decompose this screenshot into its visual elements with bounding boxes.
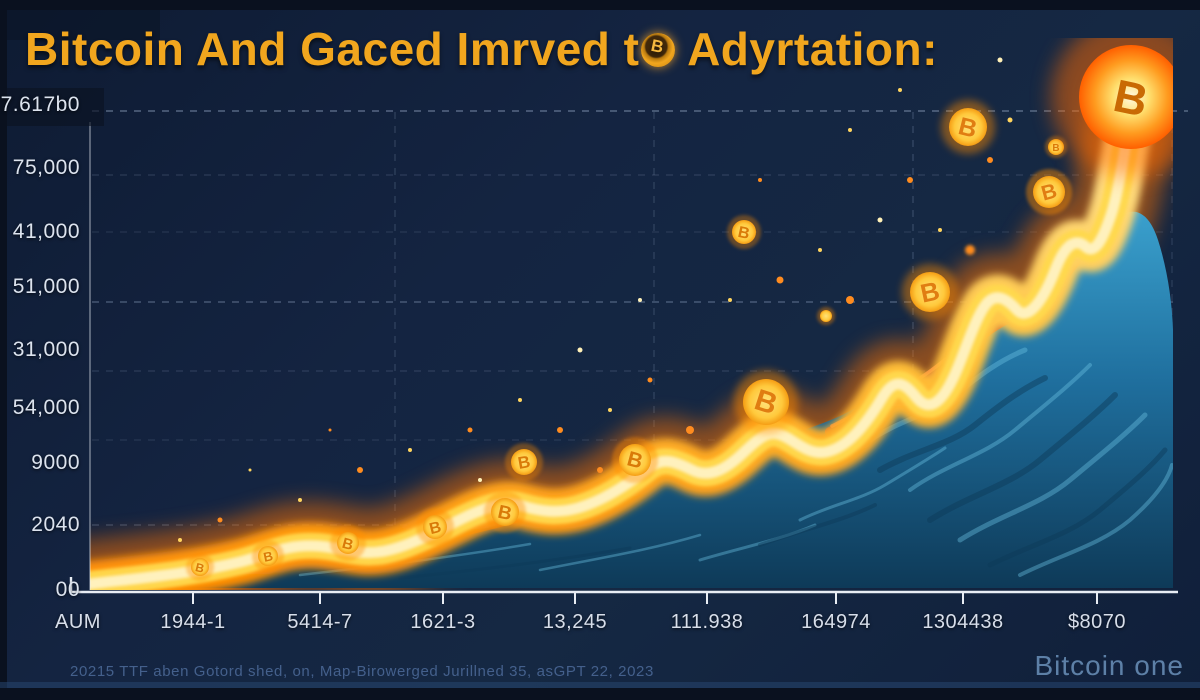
svg-text:B: B	[1039, 179, 1060, 205]
page-title: Bitcoin And Gaced Imrved t Adyrtation:	[25, 22, 937, 76]
y-tick-label: 7.617b0	[0, 93, 80, 116]
y-tick-label: 9000	[31, 451, 80, 474]
x-tick-label: 1304438	[922, 611, 1004, 633]
label-shade	[0, 88, 104, 126]
title-suffix: Adyrtation:	[675, 23, 938, 75]
y-tick-label: 00	[55, 578, 80, 601]
y-tick-label: 31,000	[12, 338, 80, 361]
x-tick-label: $8070	[1067, 611, 1127, 633]
svg-text:B: B	[736, 224, 751, 243]
svg-text:B: B	[496, 502, 514, 525]
x-tick-label: 5414-7	[287, 611, 353, 633]
y-tick-label: 2040	[31, 513, 80, 536]
svg-text:B: B	[428, 519, 443, 538]
corner-shade	[0, 10, 160, 40]
top-border	[0, 0, 1200, 10]
svg-text:B: B	[1052, 143, 1059, 154]
bottom-glow-line	[0, 682, 1200, 688]
bitcoin-coins: B B B B B B B B B B B B B	[186, 100, 1072, 581]
x-tick-label: 1944-1	[160, 611, 226, 633]
svg-text:B: B	[340, 535, 355, 554]
axis-lines	[69, 122, 1178, 604]
sparks	[178, 57, 1013, 542]
svg-text:B: B	[194, 560, 206, 576]
svg-text:B: B	[262, 548, 274, 565]
watermark: Bitcoin one	[1034, 650, 1184, 681]
left-border	[0, 0, 7, 700]
y-tick-label: 41,000	[12, 220, 80, 243]
title-prefix: Bitcoin And Gaced Imrved t	[25, 23, 640, 75]
x-tick-label: 164974	[801, 611, 871, 633]
y-tick-label: 51,000	[12, 275, 80, 298]
y-tick-label: 54,000	[12, 396, 80, 419]
bottom-border	[0, 688, 1200, 700]
y-tick-label: 75,000	[12, 156, 80, 179]
coin-o-icon	[640, 33, 675, 67]
bitcoin-sun-icon: B	[1051, 38, 1173, 177]
x-tick-label: 13,245	[542, 611, 608, 633]
svg-text:B: B	[516, 452, 531, 473]
x-tick-label: AUM	[55, 611, 101, 633]
x-tick-label: 1621-3	[410, 611, 476, 633]
x-tick-label: 111.938	[670, 611, 744, 633]
svg-text:B: B	[625, 447, 646, 473]
source-caption: 20215 TTF aben Gotord shed, on, Map-Biro…	[70, 663, 654, 680]
